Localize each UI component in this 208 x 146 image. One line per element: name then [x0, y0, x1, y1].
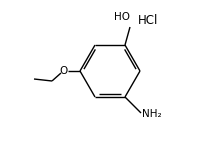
Text: HCl: HCl — [138, 14, 158, 27]
Text: NH₂: NH₂ — [142, 109, 162, 119]
Text: HO: HO — [114, 12, 130, 22]
Text: O: O — [60, 66, 68, 76]
